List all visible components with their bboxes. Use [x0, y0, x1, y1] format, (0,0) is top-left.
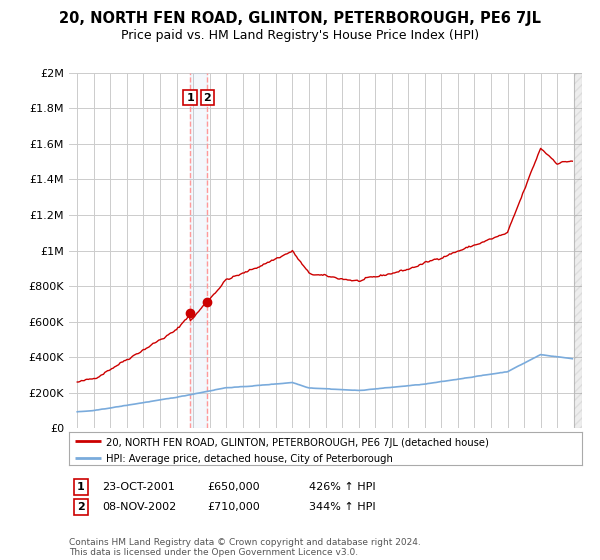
- Text: £650,000: £650,000: [207, 482, 260, 492]
- Text: 426% ↑ HPI: 426% ↑ HPI: [309, 482, 376, 492]
- Text: 08-NOV-2002: 08-NOV-2002: [102, 502, 176, 512]
- Text: 20, NORTH FEN ROAD, GLINTON, PETERBOROUGH, PE6 7JL (detached house): 20, NORTH FEN ROAD, GLINTON, PETERBOROUG…: [106, 438, 489, 447]
- Text: £710,000: £710,000: [207, 502, 260, 512]
- Bar: [190, 73, 208, 428]
- Text: HPI: Average price, detached house, City of Peterborough: HPI: Average price, detached house, City…: [106, 454, 393, 464]
- Text: 1: 1: [186, 93, 194, 102]
- Text: 2: 2: [77, 502, 85, 512]
- Bar: [574, 73, 582, 428]
- Text: 23-OCT-2001: 23-OCT-2001: [102, 482, 175, 492]
- Text: Contains HM Land Registry data © Crown copyright and database right 2024.
This d: Contains HM Land Registry data © Crown c…: [69, 538, 421, 557]
- Text: 2: 2: [203, 93, 211, 102]
- Text: 1: 1: [77, 482, 85, 492]
- Text: 344% ↑ HPI: 344% ↑ HPI: [309, 502, 376, 512]
- Text: Price paid vs. HM Land Registry's House Price Index (HPI): Price paid vs. HM Land Registry's House …: [121, 29, 479, 42]
- Text: 20, NORTH FEN ROAD, GLINTON, PETERBOROUGH, PE6 7JL: 20, NORTH FEN ROAD, GLINTON, PETERBOROUG…: [59, 11, 541, 26]
